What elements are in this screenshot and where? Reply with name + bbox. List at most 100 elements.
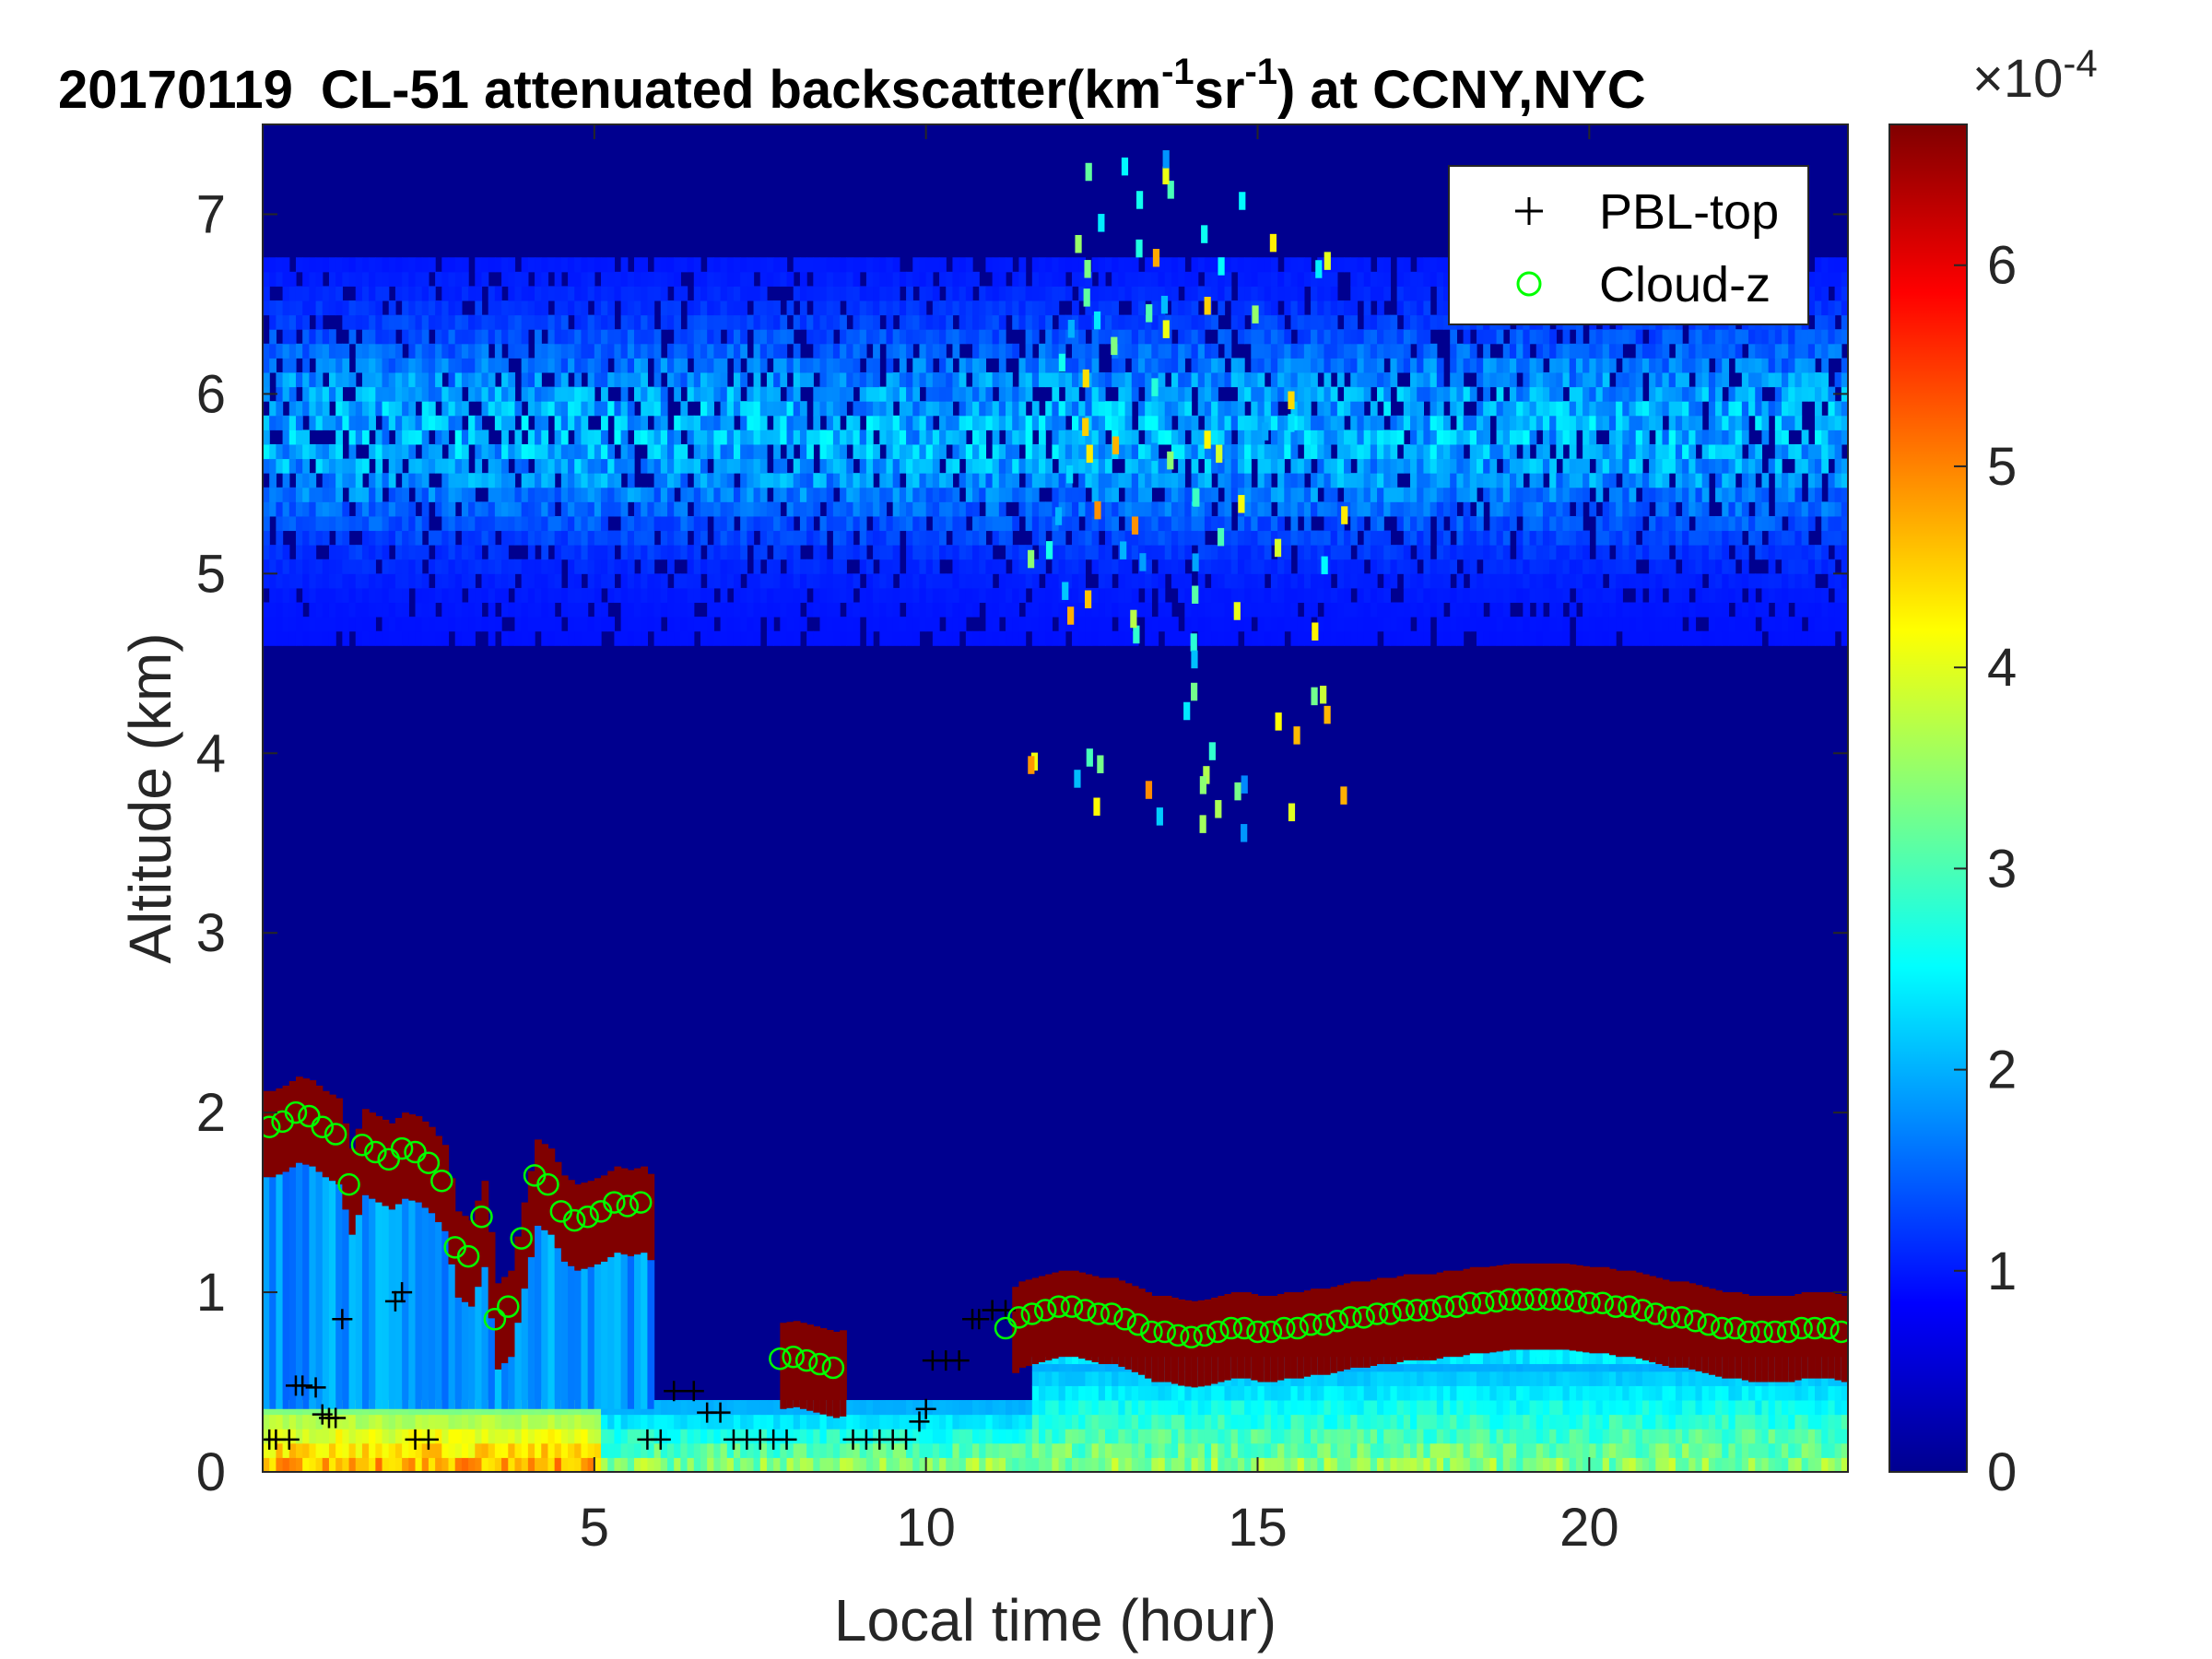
heatmap-cell	[666, 630, 675, 646]
heatmap-cell	[859, 1414, 867, 1430]
heatmap-cell	[1045, 1360, 1053, 1365]
heatmap-cell	[674, 415, 681, 430]
heatmap-cell	[1124, 487, 1133, 502]
heatmap-cell	[753, 443, 761, 460]
heatmap-cell	[674, 1414, 681, 1430]
heatmap-cell	[998, 286, 1006, 301]
heatmap-cell	[826, 573, 834, 589]
heatmap-cell	[620, 602, 629, 618]
heatmap-cell	[587, 358, 595, 373]
heatmap-cell	[361, 343, 370, 359]
heatmap-cell	[985, 559, 994, 574]
heatmap-cell	[972, 587, 980, 604]
heatmap-cell	[501, 515, 509, 532]
heatmap-cell	[979, 401, 987, 417]
heatmap-cell	[1006, 630, 1013, 646]
heatmap-cell	[1085, 271, 1093, 287]
heatmap-cell	[282, 501, 290, 517]
heatmap-cell	[965, 602, 973, 618]
heatmap-cell	[713, 271, 722, 287]
heatmap-cell	[1131, 573, 1139, 589]
heatmap-cell	[1178, 429, 1185, 445]
heatmap-cell	[607, 587, 616, 604]
heatmap-cell	[1317, 1429, 1325, 1444]
heatmap-cell	[388, 372, 396, 388]
heatmap-cell	[859, 343, 867, 359]
heatmap-cell	[1078, 1359, 1086, 1365]
heatmap-cell	[1178, 372, 1185, 388]
heatmap-cell	[574, 286, 582, 301]
heatmap-cell	[394, 545, 403, 560]
heatmap-cell	[753, 401, 761, 417]
heatmap-cloud-cell	[1237, 1292, 1245, 1379]
heatmap-cell	[448, 314, 456, 330]
heatmap-cell	[388, 415, 396, 430]
heatmap-cell	[1006, 545, 1013, 560]
heatmap-cell	[1350, 343, 1359, 359]
heatmap-cell	[826, 602, 834, 618]
heatmap-cell	[700, 314, 708, 330]
heatmap-cell	[687, 587, 695, 604]
heatmap-cell	[1197, 1400, 1206, 1416]
heatmap-cell	[819, 271, 828, 287]
heatmap-cell	[952, 443, 960, 460]
heatmap-cell	[1297, 314, 1305, 330]
heatmap-cell	[1039, 630, 1046, 646]
heatmap-cell	[322, 257, 330, 273]
heatmap-cell	[906, 545, 913, 560]
heatmap-cell	[428, 443, 436, 460]
heatmap-cell	[1052, 386, 1060, 402]
heatmap-cell	[733, 343, 741, 359]
heatmap-cell	[1324, 602, 1332, 618]
heatmap-cell	[647, 443, 655, 460]
heatmap-cell	[508, 1414, 516, 1430]
heatmap-cell	[501, 443, 509, 460]
heatmap-cell	[282, 515, 290, 532]
heatmap-cell	[912, 443, 921, 460]
heatmap-cell	[674, 386, 681, 402]
heatmap-cell	[1124, 630, 1133, 646]
heatmap-cell	[952, 415, 960, 430]
heatmap-cell	[1211, 630, 1218, 646]
heatmap-cell	[1012, 587, 1020, 604]
heatmap-cell	[441, 329, 450, 345]
heatmap-cell	[342, 530, 350, 546]
heatmap-cell	[826, 587, 834, 604]
heatmap-cell	[1164, 617, 1172, 632]
heatmap-cell	[369, 415, 376, 430]
heatmap-cell	[813, 358, 821, 373]
heatmap-cell	[361, 573, 370, 589]
heatmap-cell	[1244, 545, 1252, 560]
heatmap-cell	[421, 329, 429, 345]
heatmap-cell	[1098, 271, 1106, 287]
heatmap-cell	[508, 372, 516, 388]
heatmap-cell	[547, 401, 556, 417]
heatmap-cloud-cell	[282, 1085, 290, 1172]
heatmap-cell	[1112, 487, 1119, 502]
heatmap-cell	[634, 545, 641, 560]
heatmap-cell	[879, 587, 888, 604]
heatmap-cell	[448, 559, 456, 574]
heatmap-cell	[1344, 443, 1351, 460]
heatmap-cell	[1078, 415, 1086, 430]
heatmap-cell	[826, 286, 834, 301]
heatmap-cell	[740, 545, 747, 560]
heatmap-cell	[873, 329, 880, 345]
heatmap-cell	[547, 501, 556, 517]
heatmap-cell	[627, 487, 635, 502]
heatmap-cell	[581, 617, 589, 632]
heatmap-cell	[1091, 358, 1100, 373]
heatmap-cell	[508, 329, 516, 345]
heatmap-cell	[574, 372, 582, 388]
heatmap-cell	[1131, 587, 1139, 604]
heatmap-cell	[740, 487, 747, 502]
heatmap-cell	[1052, 343, 1060, 359]
heatmap-cell	[853, 515, 861, 532]
heatmap-cell	[1045, 630, 1053, 646]
heatmap-cell	[647, 1429, 655, 1444]
heatmap-cell	[1257, 1385, 1265, 1401]
heatmap-cell	[1290, 515, 1299, 532]
heatmap-cell	[992, 271, 1000, 287]
heatmap-cell	[282, 1414, 290, 1430]
heatmap-cell	[508, 1457, 516, 1472]
